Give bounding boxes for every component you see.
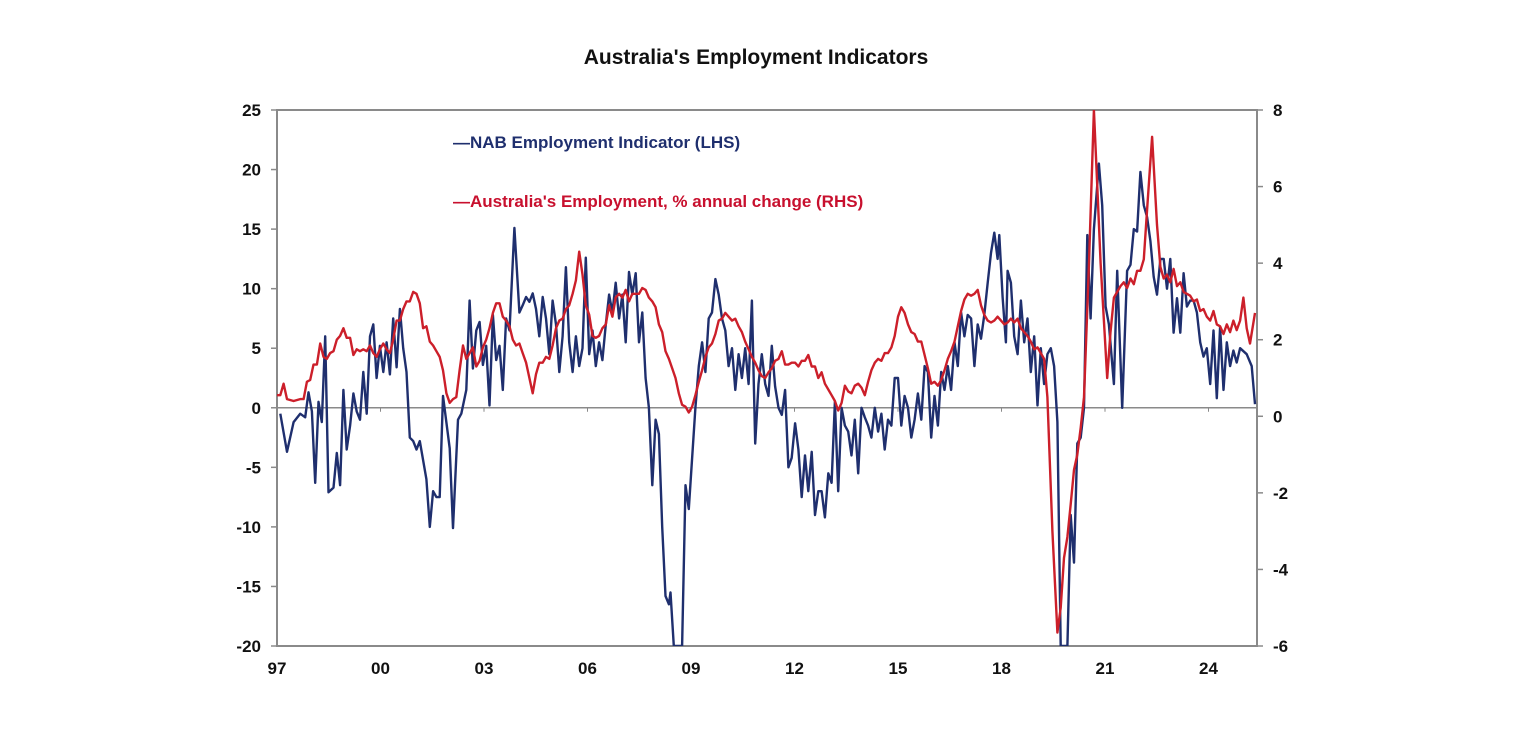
- right-tick-label: -6: [1273, 637, 1288, 656]
- right-tick-label: -2: [1273, 484, 1288, 503]
- employment-series-line: [277, 110, 1257, 634]
- x-tick-label: 03: [475, 659, 494, 678]
- left-tick-label: 10: [242, 280, 261, 299]
- left-tick-label: -10: [236, 518, 261, 537]
- plot-border: [276, 109, 1258, 647]
- left-tick-label: 5: [252, 339, 261, 358]
- left-tick-label: 15: [242, 220, 261, 239]
- left-tick-label: -20: [236, 637, 261, 656]
- x-tick-label: 18: [992, 659, 1011, 678]
- right-tick-label: 6: [1273, 178, 1282, 197]
- x-tick-label: 09: [682, 659, 701, 678]
- x-tick-label: 12: [785, 659, 804, 678]
- legend-nab: —NAB Employment Indicator (LHS): [453, 133, 740, 152]
- x-tick-label: 24: [1199, 659, 1218, 678]
- right-tick-label: -4: [1273, 560, 1289, 579]
- left-tick-label: 0: [252, 399, 261, 418]
- x-tick-label: 97: [268, 659, 287, 678]
- left-y-axis: 25 20 15 10 5 0 -5 -10 -15 -20: [236, 101, 277, 656]
- plot-frame: [276, 109, 1258, 647]
- chart-title: Australia's Employment Indicators: [583, 46, 929, 69]
- left-tick-label: -5: [246, 458, 261, 477]
- left-tick-label: 25: [242, 101, 261, 120]
- legend-employment: —Australia's Employment, % annual change…: [453, 192, 863, 211]
- x-tick-label: 00: [371, 659, 390, 678]
- right-tick-label: 4: [1273, 254, 1283, 273]
- x-tick-label: 06: [578, 659, 597, 678]
- legend: —NAB Employment Indicator (LHS) —Austral…: [453, 133, 863, 211]
- right-y-axis: 8 6 4 2 0 -2 -4 -6: [1257, 101, 1289, 656]
- nab-series-line: [279, 162, 1257, 646]
- x-tick-label: 15: [889, 659, 908, 678]
- right-tick-label: 0: [1273, 407, 1282, 426]
- series-layer: [277, 110, 1257, 646]
- right-tick-label: 8: [1273, 101, 1282, 120]
- x-tick-label: 21: [1096, 659, 1115, 678]
- x-axis: 97 00 03 06 09 12 15 18 21 24: [268, 407, 1218, 678]
- right-tick-label: 2: [1273, 331, 1282, 350]
- left-tick-label: 20: [242, 161, 261, 180]
- left-tick-label: -15: [236, 577, 261, 596]
